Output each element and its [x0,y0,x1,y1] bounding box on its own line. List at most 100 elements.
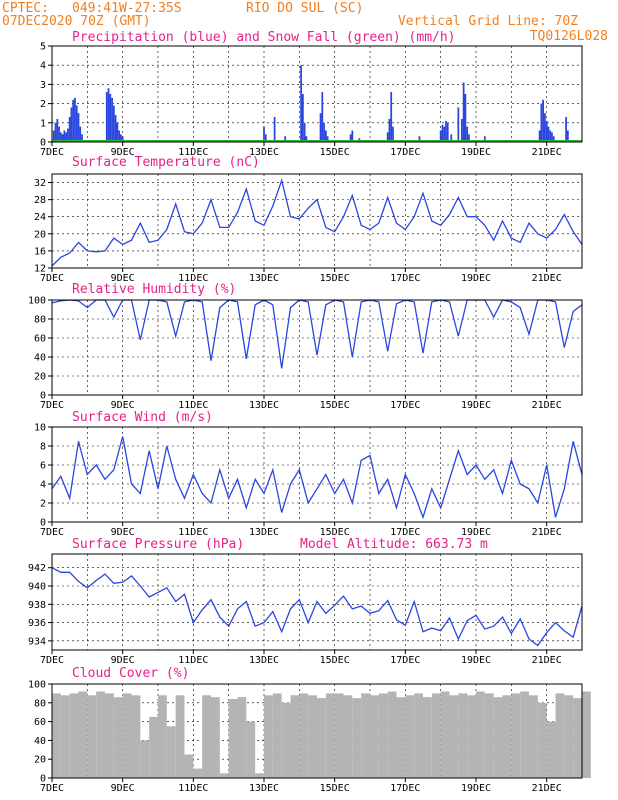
x-tick-label: 11DEC [178,783,208,794]
y-tick-label: 20 [34,372,46,383]
precip-bar [263,126,265,142]
precip-bar [305,136,308,142]
series-line [51,299,583,369]
cloud-bar [219,773,229,778]
cloud-bar [272,693,282,778]
x-tick-label: 15DEC [320,147,350,158]
y-tick-label: 100 [28,296,46,307]
header-station: RIO DO SUL (SC) [246,1,363,16]
cloud-bar [317,698,326,778]
cloud-bar [255,773,264,778]
y-tick-label: 20 [34,229,46,240]
x-tick-label: 9DEC [111,273,135,284]
precip-bar [300,65,302,142]
cloud-bar [546,721,556,778]
x-tick-label: 9DEC [111,147,135,158]
precip-bar [58,126,60,142]
y-tick-label: 80 [34,698,46,709]
x-tick-label: 15DEC [320,783,350,794]
precip-bar [105,92,108,142]
cloud-bar [370,695,379,778]
cloud-bar [467,695,476,778]
precip-bar [54,122,57,142]
precip-bar [79,126,82,142]
precip-bar [63,130,66,142]
precip-bar [547,126,550,142]
y-tick-label: 936 [28,618,46,629]
precip-bar [462,82,465,142]
y-tick-label: 2 [40,99,46,110]
x-tick-label: 11DEC [178,400,208,411]
y-tick-label: 32 [34,178,46,189]
y-tick-label: 40 [34,736,46,747]
header-source: CPTEC: [2,1,49,16]
y-tick-label: 4 [40,480,46,491]
series-line [51,436,583,520]
cloud-bar [122,693,132,778]
series-line [51,567,583,647]
y-tick-label: 0 [40,391,46,402]
y-tick-label: 40 [34,353,46,364]
cloud-bar [299,693,309,778]
cloud-bar [96,691,105,778]
precip-bar [450,134,453,142]
precip-bar [544,113,546,142]
x-tick-label: 13DEC [249,527,279,538]
header-code: TQ0126L028 [530,29,608,44]
cloud-bar [449,695,459,778]
cloud-bar [405,695,415,778]
cloud-bar [158,695,167,778]
x-tick-label: 7DEC [40,400,64,411]
cloud-bar [228,699,238,778]
precip-bar [65,132,68,142]
y-tick-label: 28 [34,195,46,206]
y-tick-label: 10 [34,423,46,434]
precip-bar [349,134,352,142]
cloud-bar [237,697,247,778]
y-tick-label: 20 [34,755,46,766]
y-tick-label: 1 [40,118,46,129]
precip-bar [56,118,59,142]
precip-bar [121,136,124,142]
precip-bar [326,136,329,142]
precip-bar [118,130,121,142]
y-tick-label: 0 [40,138,46,149]
x-tick-label: 21DEC [532,147,562,158]
cloud-bar [87,695,97,778]
panel-frame [51,426,583,523]
cloud-bar [202,695,211,778]
precip-bar [74,97,76,142]
precip-bar [109,94,112,142]
y-tick-label: 2 [40,499,46,510]
precip-bar [457,107,460,142]
x-tick-label: 19DEC [461,273,491,284]
cloud-bar [140,740,150,778]
cloud-bar [476,691,485,778]
precip-bar [116,122,119,142]
cloud-bar [414,693,423,778]
x-tick-label: 9DEC [111,527,135,538]
x-tick-label: 21DEC [532,273,562,284]
cloud-bar [193,768,203,778]
precip-bar [319,113,322,142]
precip-bar [443,126,446,142]
cloud-bar [431,693,441,778]
x-tick-label: 21DEC [532,527,562,538]
y-tick-label: 60 [34,334,46,345]
panel-frame [51,45,583,143]
y-tick-label: 8 [40,442,46,453]
x-tick-label: 9DEC [111,655,135,666]
cloud-bar [246,721,256,778]
precip-bar [392,126,394,142]
x-tick-label: 7DEC [40,527,64,538]
x-tick-label: 13DEC [249,400,279,411]
panel-2: Relative Humidity (%) 0 20 40 60 80 100 7DEC 9DE… [28,282,583,411]
precip-bar [81,134,83,142]
panel-title: Surface Pressure (hPa) [72,537,244,552]
x-tick-label: 17DEC [390,527,420,538]
precip-bar [552,136,555,142]
x-tick-label: 21DEC [532,655,562,666]
cloud-bar [131,695,141,778]
precip-bar [388,118,391,142]
